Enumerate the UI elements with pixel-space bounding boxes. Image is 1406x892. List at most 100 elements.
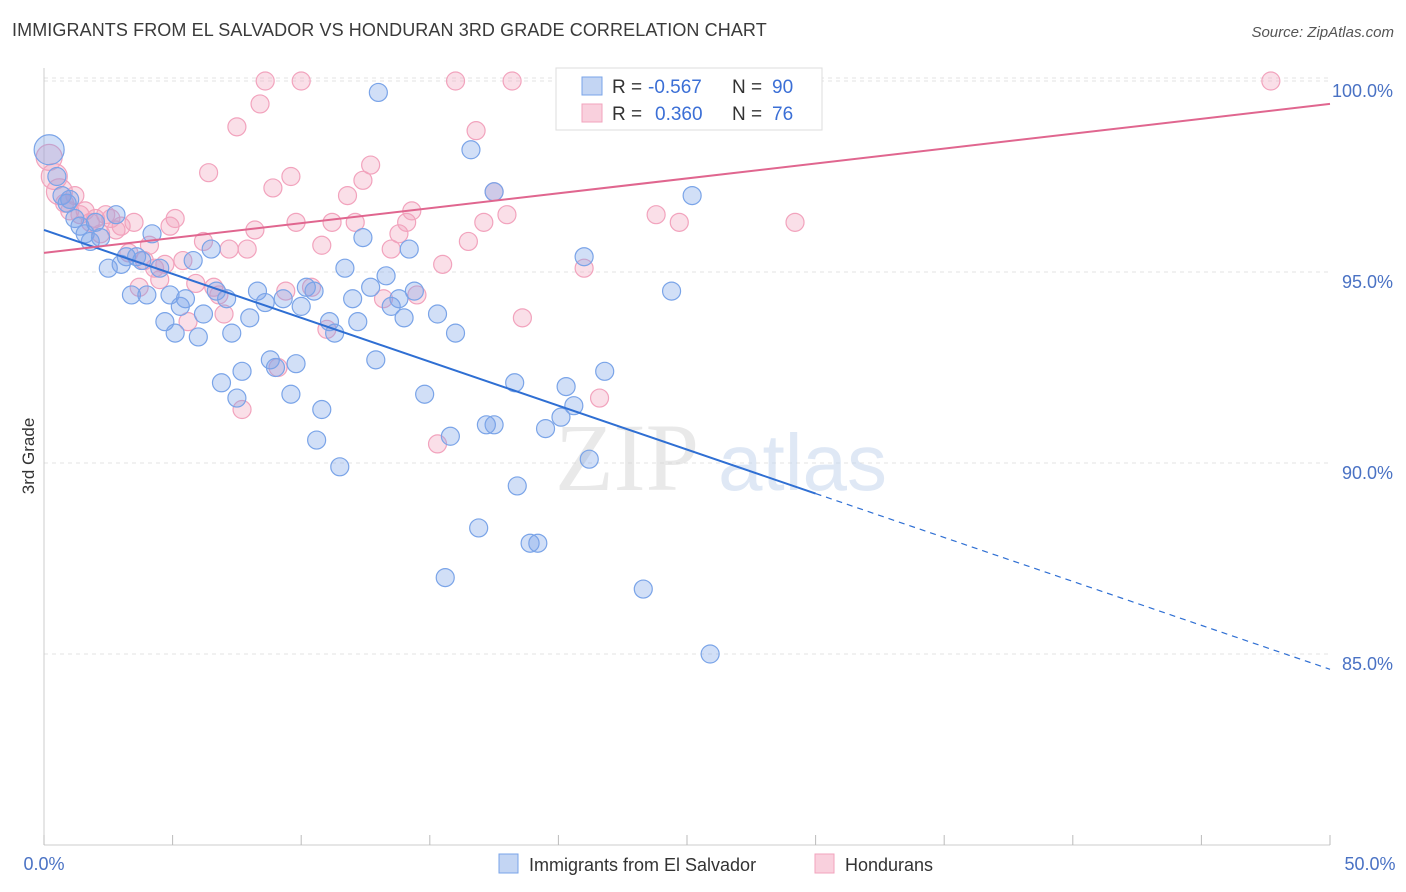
watermark-atlas: atlas [718,418,887,507]
legend-swatch-hondurans [814,853,835,874]
point-hondurans [458,231,478,252]
point-hondurans [178,312,198,332]
point-hondurans [281,166,301,187]
point-el-salvador [232,361,252,381]
point-hondurans [276,281,296,301]
point-el-salvador [440,426,460,446]
point-el-salvador [126,247,147,267]
point-el-salvador [366,350,386,370]
y-tick-label: 85.0% [1342,654,1393,674]
point-el-salvador [193,304,214,324]
stats-r-label-blue: R = [612,77,642,98]
point-el-salvador [183,250,203,271]
point-hondurans [186,273,206,294]
point-el-salvador [175,289,196,309]
point-hondurans [111,216,131,236]
y-axis-title: 3rd Grade [19,418,38,495]
point-el-salvador [353,228,373,248]
point-hondurans [389,224,409,244]
point-el-salvador [188,327,208,347]
point-el-salvador [476,415,496,435]
y-tick-labels: 85.0% 90.0% 95.0% 100.0% [1332,81,1393,674]
point-el-salvador [415,384,435,404]
chart-title: IMMIGRANTS FROM EL SALVADOR VS HONDURAN … [12,20,767,40]
point-hondurans [70,205,90,225]
point-el-salvador [281,384,301,404]
point-el-salvador [98,258,118,278]
point-el-salvador [116,247,136,267]
point-el-salvador [137,285,157,305]
point-hondurans [232,399,252,420]
point-el-salvador [507,476,527,496]
stats-n-value-blue: 90 [772,77,793,98]
point-el-salvador [394,308,414,328]
point-hondurans [669,212,689,232]
point-hondurans [574,258,594,278]
stats-swatch-pink [581,103,603,123]
point-hondurans [474,212,494,232]
point-el-salvador [335,258,355,278]
point-hondurans [106,220,126,240]
point-el-salvador [461,140,481,160]
point-hondurans [150,270,170,290]
trend-line-el-salvador-extension [815,492,1331,670]
point-el-salvador [106,205,126,225]
point-hondurans [199,163,219,183]
x-tick-label-min: 0.0% [23,854,64,874]
series-hondurans [35,71,1281,454]
source-label: Source: ZipAtlas.com [1251,24,1394,41]
point-hondurans [512,308,532,328]
watermark: ZIP atlas [555,404,887,511]
point-hondurans [445,71,466,91]
point-hondurans [173,250,193,271]
stats-legend: R = -0.567 N = 90 R = 0.360 N = 76 [555,67,823,131]
point-hondurans [337,186,358,206]
point-hondurans [361,155,381,175]
trend-lines [43,102,1331,670]
point-el-salvador [312,399,332,420]
point-hondurans [291,71,311,91]
point-el-salvador [60,189,80,210]
stats-r-label-pink: R = [612,104,642,125]
point-hondurans [193,231,214,252]
point-hondurans [237,239,257,259]
point-el-salvador [343,289,363,309]
point-hondurans [214,304,234,324]
point-el-salvador [381,296,401,316]
point-el-salvador [368,82,388,103]
point-el-salvador [445,323,466,343]
point-hondurans [497,205,517,225]
legend-swatch-el-salvador [498,853,519,874]
point-el-salvador [222,323,242,343]
point-el-salvador [435,567,455,588]
point-el-salvador [376,266,396,286]
point-el-salvador [286,354,306,374]
point-el-salvador [227,388,247,408]
point-hondurans [502,71,522,91]
point-el-salvador [47,166,67,187]
legend-label-hondurans: Hondurans [845,855,933,875]
point-el-salvador [142,224,162,244]
point-hondurans [219,239,239,259]
point-hondurans [101,208,121,229]
point-hondurans [353,170,373,190]
y-tick-label: 95.0% [1342,272,1393,292]
point-hondurans [785,212,805,232]
point-hondurans [263,178,283,198]
point-el-salvador [348,312,368,332]
point-el-salvador [361,277,381,297]
point-hondurans [1261,71,1281,91]
point-hondurans [250,94,270,114]
point-el-salvador [556,377,576,397]
point-el-salvador [85,212,106,232]
point-el-salvador [307,430,327,450]
point-el-salvador [469,518,489,538]
point-el-salvador [240,308,260,328]
point-hondurans [397,212,417,232]
point-hondurans [433,254,453,274]
series-el-salvador [33,82,720,664]
point-el-salvador [484,415,504,435]
point-el-salvador [574,247,594,267]
point-hondurans [227,117,247,137]
